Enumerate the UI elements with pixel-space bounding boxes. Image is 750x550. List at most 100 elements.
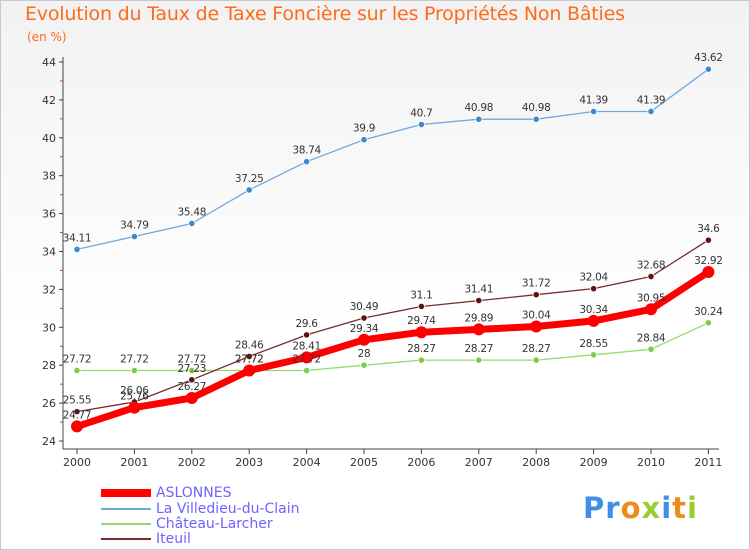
data-point [302,331,311,339]
x-tick-label: 2007 [465,456,493,469]
x-tick-label: 2006 [407,456,435,469]
data-point [475,296,483,305]
data-point [587,314,600,327]
series-line-0 [73,268,712,430]
y-tick-label: 36 [42,208,56,221]
data-point [704,236,713,244]
data-label: 27.72 [292,354,321,366]
data-label: 30.24 [694,306,723,318]
data-label: 27.72 [63,354,92,366]
data-point [245,352,253,361]
data-label: 35.48 [178,206,207,218]
x-tick-label: 2009 [580,456,608,469]
data-label: 31.1 [410,289,432,301]
data-label: 24.77 [63,409,92,421]
data-point [130,366,138,375]
y-tick-label: 40 [42,132,56,145]
data-label: 34.11 [63,232,92,244]
chart-subtitle: (en %) [27,30,67,44]
y-tick-label: 42 [42,94,56,107]
y-tick-label: 30 [42,321,56,334]
data-point [702,265,715,278]
x-tick-label: 2004 [293,456,321,469]
legend-label-iteuil: Iteuil [156,531,191,547]
data-label: 30.95 [637,292,666,304]
y-tick-label: 24 [42,435,56,448]
x-tick-label: 2008 [522,456,550,469]
y-tick-label: 26 [42,397,56,410]
data-label: 28.46 [235,339,264,351]
data-point [417,356,425,364]
x-tick-label: 2005 [350,456,378,469]
x-tick-label: 2011 [694,456,722,469]
data-point [647,272,655,281]
data-label: 32.04 [579,272,608,284]
data-label: 40.98 [522,102,551,114]
data-label: 28.41 [292,340,321,352]
data-label: 41.39 [579,94,608,106]
data-labels-layer: 24.77 25.76 26.27 27.72 28.41 29.34 29.74 29.89… [63,52,724,421]
data-point [73,245,81,254]
legend-label-chateau-larcher: Château-Larcher [156,516,273,532]
chart-title: Evolution du Taux de Taxe Foncière sur l… [25,3,625,25]
data-label: 31.41 [465,284,494,296]
data-label: 27.72 [120,354,149,366]
data-point [647,345,655,353]
data-point [188,366,196,375]
data-point [73,408,81,416]
data-label: 34.6 [697,223,720,235]
data-point [532,356,540,364]
y-tick-label: 44 [42,56,56,69]
data-label: 29.6 [296,318,319,330]
data-label: 28.84 [637,332,666,344]
data-point [73,366,81,375]
data-label: 25.55 [63,395,92,407]
data-point [130,232,138,241]
data-label: 37.25 [235,173,264,185]
legend-label-aslonnes: ASLONNES [156,485,232,501]
data-point [589,285,598,293]
data-point [704,65,713,73]
data-point [647,107,655,116]
data-label: 26.06 [120,385,149,397]
data-point [188,219,196,228]
data-label: 29.34 [350,323,379,335]
data-label: 30.34 [579,304,608,316]
data-label: 34.79 [120,220,149,232]
data-point [185,391,198,404]
series-layer [71,65,715,433]
data-label: 30.49 [350,301,379,313]
data-label: 27.72 [178,354,207,366]
data-label: 26.27 [178,381,207,393]
data-point [645,303,657,316]
data-point [475,115,483,123]
data-point [415,326,428,339]
y-tick-label: 38 [42,170,56,183]
series-line-3 [76,239,710,413]
series-line-1 [76,68,710,251]
legend-swatches [101,489,151,540]
data-point [188,376,196,384]
data-point [243,364,256,377]
data-point [704,319,713,327]
data-point [302,158,311,166]
data-label: 43.62 [694,52,723,64]
data-point [589,107,598,116]
data-label: 27.23 [178,363,207,375]
data-point [300,351,313,364]
data-point [128,401,141,414]
y-tick-label: 28 [42,359,56,372]
data-label: 39.9 [353,123,375,135]
data-label: 40.98 [465,102,494,114]
data-label: 28.27 [407,343,436,355]
data-point [360,314,368,322]
data-label: 27.72 [235,354,264,366]
data-point [417,302,425,311]
data-label: 28.27 [465,343,494,355]
y-tick-label: 32 [42,283,56,296]
data-point [358,333,370,346]
data-point [360,361,368,369]
data-label: 28 [358,348,371,360]
